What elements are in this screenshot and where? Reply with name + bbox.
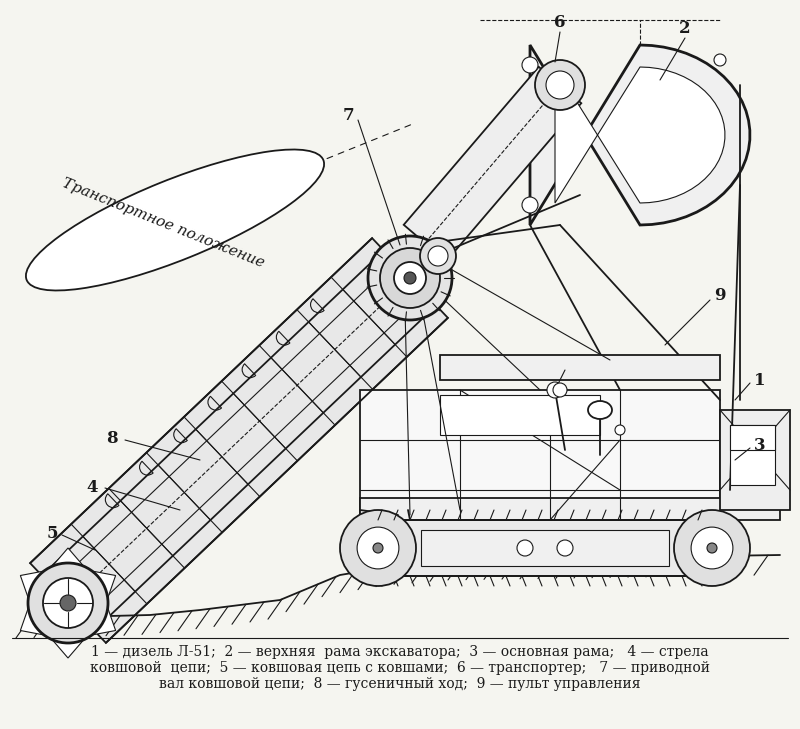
Circle shape [707, 543, 717, 553]
Bar [720, 410, 790, 510]
Circle shape [394, 262, 426, 294]
Text: 6: 6 [554, 14, 566, 31]
Polygon shape [404, 67, 582, 261]
Circle shape [380, 248, 440, 308]
Circle shape [420, 238, 456, 274]
Bar [440, 395, 600, 435]
Circle shape [43, 578, 93, 628]
Polygon shape [555, 67, 725, 203]
Circle shape [517, 540, 533, 556]
Polygon shape [87, 570, 116, 603]
Text: 9: 9 [714, 286, 726, 303]
Text: 7: 7 [342, 106, 354, 123]
Circle shape [546, 71, 574, 99]
Bar [360, 390, 720, 520]
Text: ковшовой  цепи;  5 — ковшовая цепь с ковшами;  6 — транспортер;   7 — приводной: ковшовой цепи; 5 — ковшовая цепь с ковша… [90, 661, 710, 675]
Text: 3: 3 [754, 437, 766, 453]
Text: Транспортное положение: Транспортное положение [60, 176, 266, 270]
Polygon shape [20, 603, 49, 636]
Circle shape [28, 563, 108, 643]
Polygon shape [530, 45, 750, 225]
Circle shape [535, 60, 585, 110]
Bar [730, 425, 775, 485]
Text: 4: 4 [86, 478, 98, 496]
Polygon shape [87, 603, 116, 636]
Text: 2: 2 [679, 20, 691, 36]
Circle shape [60, 595, 76, 611]
Polygon shape [49, 636, 87, 658]
Circle shape [340, 510, 416, 586]
Circle shape [714, 54, 726, 66]
Ellipse shape [588, 401, 612, 419]
Circle shape [522, 57, 538, 73]
Text: 1: 1 [754, 372, 766, 389]
Circle shape [553, 383, 567, 397]
Circle shape [404, 272, 416, 284]
Bar [421, 530, 669, 566]
Circle shape [428, 246, 448, 266]
Polygon shape [49, 548, 87, 570]
Circle shape [547, 382, 563, 398]
Polygon shape [378, 520, 712, 576]
Circle shape [522, 197, 538, 213]
Circle shape [357, 527, 399, 569]
Polygon shape [30, 238, 448, 643]
Circle shape [368, 236, 452, 320]
Polygon shape [20, 570, 49, 603]
Bar [360, 498, 780, 520]
Circle shape [557, 540, 573, 556]
Bar [730, 425, 775, 450]
Ellipse shape [26, 149, 324, 290]
Text: 1 — дизель Л-51;  2 — верхняя  рама экскаватора;  3 — основная рама;   4 — стрел: 1 — дизель Л-51; 2 — верхняя рама экскав… [91, 645, 709, 659]
Bar [440, 355, 720, 380]
Text: 5: 5 [46, 524, 58, 542]
Text: вал ковшовой цепи;  8 — гусеничный ход;  9 — пульт управления: вал ковшовой цепи; 8 — гусеничный ход; 9… [159, 677, 641, 691]
Circle shape [373, 543, 383, 553]
Circle shape [674, 510, 750, 586]
Text: 8: 8 [106, 429, 118, 446]
Circle shape [691, 527, 733, 569]
Circle shape [615, 425, 625, 435]
